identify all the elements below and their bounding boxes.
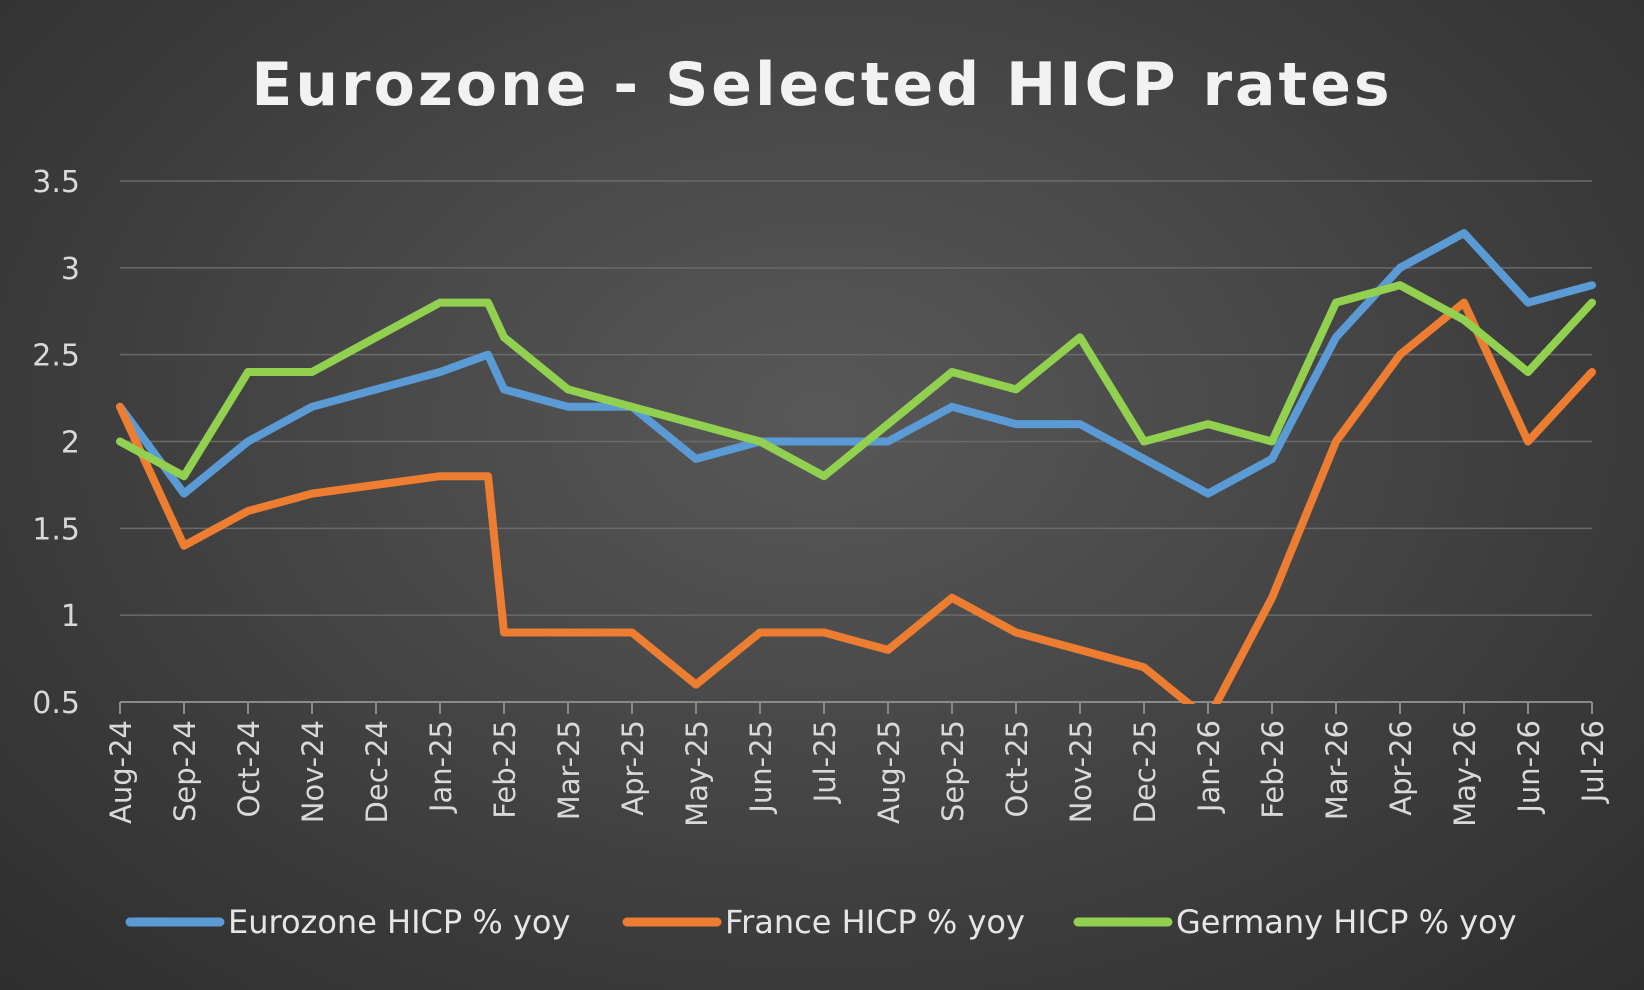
x-tick-label: Jun-26 — [1512, 720, 1546, 815]
x-tick-label: Jan-26 — [1192, 720, 1226, 814]
x-tick-label: Sep-24 — [168, 720, 202, 822]
x-tick-label: Nov-25 — [1064, 720, 1098, 823]
x-tick-label: Feb-26 — [1256, 720, 1290, 819]
x-tick-label: Mar-26 — [1320, 720, 1354, 820]
x-axis-ticks: Aug-24 Sep-24 Oct-24 Nov-24 Dec-24 Jan-25 Feb-… — [104, 702, 1610, 827]
y-tick-label: 2.5 — [32, 339, 80, 374]
series-line — [116, 281, 1596, 481]
series-line — [116, 298, 1596, 704]
x-tick-label: Sep-25 — [936, 720, 970, 822]
legend: Eurozone HICP % yoy France HICP % yoy Germ… — [125, 903, 1517, 941]
x-tick-label: Oct-24 — [232, 720, 266, 818]
x-tick-label: Aug-24 — [104, 720, 138, 824]
legend-label: France HICP % yoy — [725, 903, 1025, 941]
y-tick-label: 1.5 — [32, 512, 80, 547]
y-tick-label: 0.5 — [32, 686, 80, 721]
y-tick-label: 2 — [61, 426, 80, 461]
y-tick-label: 1 — [61, 599, 80, 634]
chart-title: Eurozone - Selected HICP rates — [251, 50, 1392, 120]
x-tick-label: May-25 — [680, 720, 714, 827]
x-tick-label: Jul-25 — [808, 720, 842, 804]
legend-label: Germany HICP % yoy — [1176, 903, 1517, 941]
x-tick-label: Nov-24 — [296, 720, 330, 823]
series-line — [116, 229, 1596, 498]
y-tick-label: 3 — [61, 252, 80, 287]
series-lines — [116, 229, 1596, 704]
x-tick-label: Dec-24 — [360, 720, 394, 823]
x-tick-label: Jun-25 — [744, 720, 778, 815]
x-tick-label: Mar-25 — [552, 720, 586, 820]
x-tick-label: Jul-26 — [1576, 720, 1610, 804]
legend-label: Eurozone HICP % yoy — [228, 903, 570, 941]
x-tick-label: Feb-25 — [488, 720, 522, 819]
x-tick-label: Apr-26 — [1384, 720, 1418, 816]
y-tick-label: 3.5 — [32, 165, 80, 200]
grid-lines — [120, 180, 1592, 703]
x-tick-label: Apr-25 — [616, 720, 650, 816]
x-tick-label: Aug-25 — [872, 720, 906, 824]
y-axis-ticks: 3.5 3 2.5 2 1.5 1 0.5 — [32, 165, 80, 721]
x-tick-label: Dec-25 — [1128, 720, 1162, 823]
x-tick-label: May-26 — [1448, 720, 1482, 827]
x-tick-label: Jan-25 — [424, 720, 458, 814]
x-tick-label: Oct-25 — [1000, 720, 1034, 818]
